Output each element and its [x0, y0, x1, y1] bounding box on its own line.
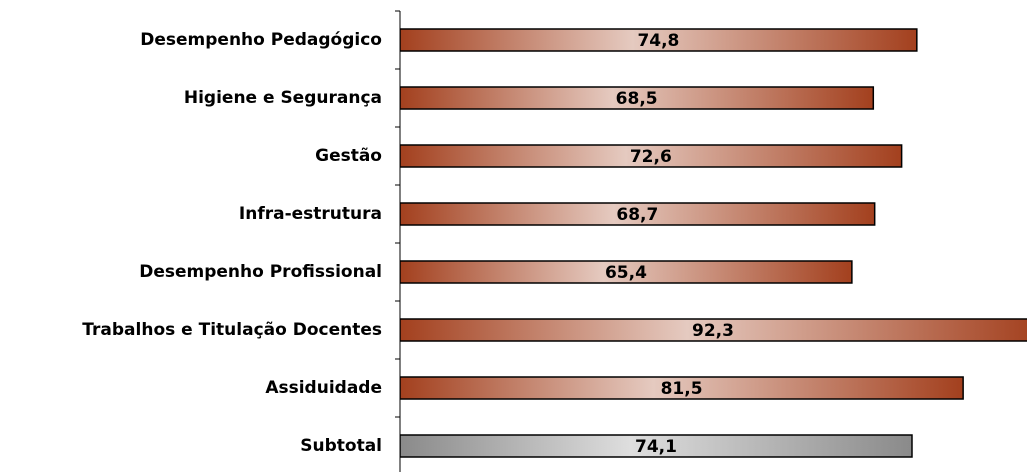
bar [400, 28, 918, 52]
data-label: 81,5 [661, 379, 703, 399]
y-tick-label: Infra-estrutura [239, 204, 382, 224]
bar [400, 434, 913, 458]
data-label: 74,8 [637, 31, 679, 51]
data-label: 74,1 [635, 437, 677, 457]
y-tick-label: Desempenho Pedagógico [140, 30, 382, 50]
data-label: 68,5 [616, 89, 658, 109]
y-tick-label: Assiduidade [265, 378, 382, 398]
y-tick-label: Desempenho Profissional [139, 262, 382, 282]
data-label: 65,4 [605, 263, 647, 283]
y-tick-label: Trabalhos e Titulação Docentes [82, 320, 382, 340]
data-label: 92,3 [692, 321, 734, 341]
bar [400, 318, 1027, 342]
data-label: 68,7 [616, 205, 658, 225]
bar [400, 144, 903, 168]
bar [400, 376, 964, 400]
data-label: 72,6 [630, 147, 672, 167]
bar [400, 202, 876, 226]
y-tick-label: Higiene e Segurança [184, 88, 382, 108]
y-tick-label: Gestão [315, 146, 382, 166]
bar [400, 260, 853, 284]
y-tick-label: Subtotal [300, 436, 382, 456]
bar [400, 86, 875, 110]
